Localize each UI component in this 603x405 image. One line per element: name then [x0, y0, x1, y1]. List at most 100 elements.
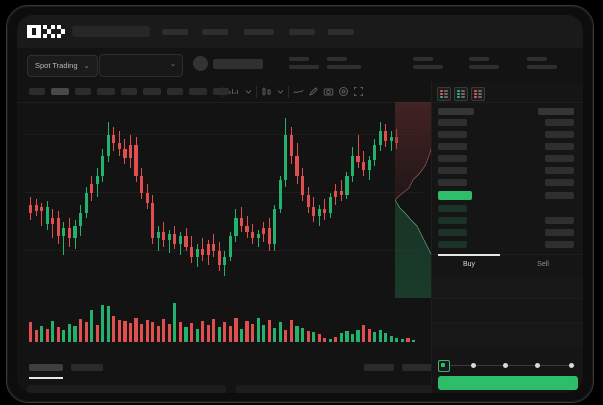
- timeframe-30m[interactable]: [97, 88, 115, 95]
- chevron-down-icon-charttype[interactable]: [275, 86, 286, 97]
- candle-wick: [41, 203, 43, 226]
- candle-body: [245, 225, 249, 233]
- candle-body: [51, 217, 55, 224]
- candlestick-chart[interactable]: [17, 102, 431, 356]
- bottom-action-2[interactable]: [402, 364, 432, 371]
- candle-body: [373, 145, 377, 160]
- slider-step-50[interactable]: [503, 362, 508, 368]
- orderbook-ask-amount[interactable]: [545, 131, 574, 138]
- stat-24h-change-value: [327, 65, 361, 69]
- submit-order-button[interactable]: [438, 376, 578, 390]
- orderbook-ask-amount[interactable]: [545, 179, 574, 186]
- stat-24h-change-label: [327, 57, 347, 61]
- orderbook-bid-price[interactable]: [438, 241, 467, 248]
- volume-bar: [312, 332, 316, 342]
- candle-body: [295, 155, 299, 177]
- volume-bar: [95, 325, 99, 342]
- timeframe-1d[interactable]: [167, 88, 183, 95]
- chevron-down-icon-indicators[interactable]: [243, 86, 254, 97]
- pair-name-label: [213, 59, 263, 69]
- volume-bar: [173, 302, 177, 342]
- orderbook-ask-price[interactable]: [438, 131, 467, 138]
- orderbook-header-amount: [538, 108, 574, 115]
- orderbook-bid-amount[interactable]: [545, 229, 574, 236]
- orderbook-bid-price[interactable]: [438, 229, 467, 236]
- volume-bar: [328, 339, 332, 342]
- slider-step-75[interactable]: [535, 362, 540, 368]
- bottom-tab-open-orders[interactable]: [29, 364, 63, 371]
- orderbook-view-bids-icon[interactable]: [454, 87, 468, 101]
- order-field-total[interactable]: [432, 323, 583, 347]
- candle-body: [151, 203, 155, 239]
- orderbook-bid-amount[interactable]: [545, 217, 574, 224]
- orderbook-ask-price[interactable]: [438, 167, 467, 174]
- orderbook-bid-price[interactable]: [438, 217, 467, 224]
- orderbook-bid-price[interactable]: [438, 205, 467, 212]
- orderbook-view-both-icon[interactable]: [437, 87, 451, 101]
- candle-body: [239, 217, 244, 226]
- order-field-amount[interactable]: [432, 299, 583, 322]
- slider-step-25[interactable]: [471, 362, 476, 368]
- nav-item-1[interactable]: [162, 29, 188, 35]
- orderbook-bid-amount[interactable]: [545, 241, 574, 248]
- orderbook-view-asks-icon[interactable]: [471, 87, 485, 101]
- candle-body: [84, 192, 88, 214]
- timeframe-1m[interactable]: [29, 88, 45, 95]
- search-input[interactable]: [72, 26, 150, 37]
- timeframe-15m[interactable]: [75, 88, 91, 95]
- candle-body: [312, 207, 316, 216]
- timeframe-4h[interactable]: [143, 88, 161, 95]
- candle-body: [184, 236, 188, 247]
- fullscreen-icon[interactable]: [353, 86, 364, 97]
- indicators-icon[interactable]: [229, 86, 240, 97]
- camera-icon[interactable]: [323, 86, 334, 97]
- nav-item-4[interactable]: [289, 29, 315, 35]
- bottom-action-1[interactable]: [364, 364, 394, 371]
- chart-type-icon[interactable]: [261, 86, 272, 97]
- chart-panel: [17, 82, 443, 356]
- orderbook-ask-price[interactable]: [438, 179, 467, 186]
- slider-handle[interactable]: [438, 360, 450, 372]
- orderbook-ask-price[interactable]: [438, 119, 467, 126]
- bottom-panel-right[interactable]: [236, 385, 432, 393]
- orderbook-last-price[interactable]: [438, 191, 472, 200]
- timeframe-1w[interactable]: [189, 88, 207, 95]
- candle-body: [317, 209, 321, 216]
- bottom-tab-order-history[interactable]: [71, 364, 103, 371]
- volume-bar: [117, 319, 121, 342]
- candle-body: [134, 145, 138, 177]
- trend-line-icon[interactable]: [293, 86, 304, 97]
- tab-sell[interactable]: Sell: [537, 261, 549, 268]
- orderbook-ask-amount[interactable]: [545, 119, 574, 126]
- pencil-icon[interactable]: [308, 86, 319, 97]
- volume-bar: [362, 325, 366, 342]
- amount-slider[interactable]: [438, 360, 578, 372]
- pair-selector[interactable]: ⌄: [99, 54, 183, 77]
- candle-body: [389, 136, 393, 142]
- orderbook-ask-price[interactable]: [438, 155, 467, 162]
- nav-item-5[interactable]: [328, 29, 354, 35]
- orderbook-ask-amount[interactable]: [545, 155, 574, 162]
- orderbook-ask-amount[interactable]: [545, 143, 574, 150]
- tab-buy[interactable]: Buy: [462, 261, 476, 268]
- timeframe-1mo[interactable]: [213, 88, 229, 95]
- candle-body: [145, 192, 149, 204]
- trading-mode-selector[interactable]: Spot Trading ⌄: [27, 55, 98, 77]
- slider-step-100[interactable]: [569, 362, 574, 368]
- candle-body: [306, 194, 310, 208]
- okx-logo-icon[interactable]: [27, 25, 65, 38]
- order-field-price[interactable]: [432, 276, 583, 298]
- timeframe-5m[interactable]: [51, 88, 69, 95]
- stat-24h-high-label: [413, 57, 433, 61]
- orderbook-ask-price[interactable]: [438, 143, 467, 150]
- bottom-panel-left[interactable]: [27, 385, 226, 393]
- orderbook-ask-amount[interactable]: [545, 167, 574, 174]
- candle-body: [278, 180, 282, 210]
- nav-item-3[interactable]: [244, 29, 274, 35]
- nav-item-2[interactable]: [202, 29, 228, 35]
- timeframe-1h[interactable]: [121, 88, 137, 95]
- settings-icon[interactable]: [338, 86, 349, 97]
- volume-bar: [284, 330, 288, 342]
- volume-bar: [178, 321, 183, 342]
- orderbook-last-amount[interactable]: [545, 192, 574, 199]
